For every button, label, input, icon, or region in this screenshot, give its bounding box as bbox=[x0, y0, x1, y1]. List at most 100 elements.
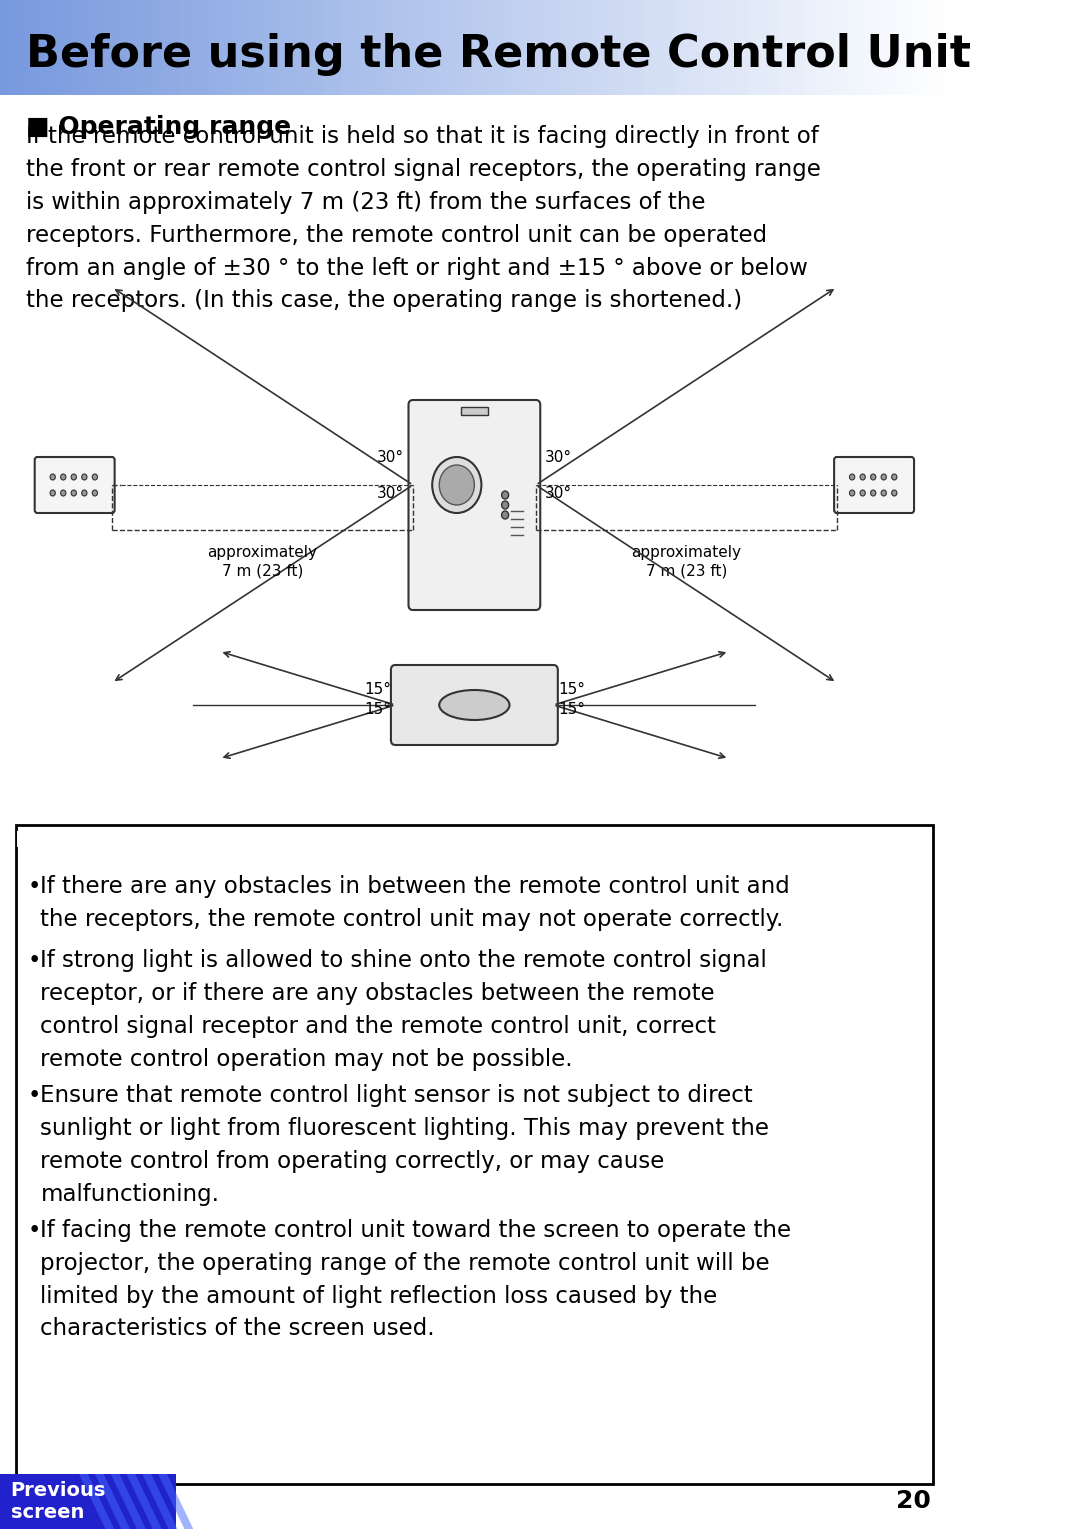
Circle shape bbox=[501, 491, 509, 498]
Bar bbox=[902, 0, 910, 95]
Bar bbox=[522, 0, 531, 95]
Text: Before using the Remote Control Unit: Before using the Remote Control Unit bbox=[26, 34, 971, 76]
Bar bbox=[218, 0, 228, 95]
Circle shape bbox=[501, 511, 509, 518]
Bar bbox=[95, 0, 105, 95]
Bar bbox=[569, 0, 579, 95]
Bar bbox=[882, 0, 892, 95]
Text: 15°: 15° bbox=[364, 682, 391, 697]
Circle shape bbox=[92, 489, 97, 495]
Bar bbox=[930, 0, 940, 95]
Text: •: • bbox=[28, 1219, 41, 1242]
Bar bbox=[361, 0, 370, 95]
Circle shape bbox=[850, 474, 854, 480]
Bar bbox=[845, 0, 854, 95]
Bar bbox=[778, 0, 787, 95]
Circle shape bbox=[60, 489, 66, 495]
Bar bbox=[16, 826, 73, 856]
Circle shape bbox=[892, 474, 896, 480]
Circle shape bbox=[440, 465, 474, 505]
Bar bbox=[910, 0, 920, 95]
Text: ■ Operating range: ■ Operating range bbox=[26, 115, 292, 139]
Bar bbox=[940, 0, 948, 95]
Bar bbox=[484, 0, 494, 95]
Circle shape bbox=[71, 474, 77, 480]
Bar bbox=[541, 0, 551, 95]
Bar bbox=[379, 0, 389, 95]
Bar bbox=[171, 0, 180, 95]
FancyBboxPatch shape bbox=[35, 457, 114, 514]
Bar bbox=[531, 0, 541, 95]
Bar bbox=[597, 0, 607, 95]
Bar bbox=[10, 0, 19, 95]
Bar bbox=[797, 0, 807, 95]
Bar bbox=[76, 0, 85, 95]
Text: Ensure that remote control light sensor is not subject to direct
sunlight or lig: Ensure that remote control light sensor … bbox=[40, 1084, 769, 1206]
Bar bbox=[607, 0, 617, 95]
Bar bbox=[152, 0, 161, 95]
Bar bbox=[503, 0, 512, 95]
Bar bbox=[750, 0, 759, 95]
Circle shape bbox=[860, 489, 865, 495]
Text: 30°: 30° bbox=[544, 486, 571, 500]
Bar bbox=[66, 0, 76, 95]
Circle shape bbox=[870, 489, 876, 495]
Bar bbox=[807, 0, 815, 95]
Bar bbox=[617, 0, 626, 95]
Text: approximately: approximately bbox=[207, 544, 318, 560]
Circle shape bbox=[432, 457, 482, 514]
Polygon shape bbox=[110, 1474, 146, 1529]
Polygon shape bbox=[126, 1474, 162, 1529]
Bar bbox=[351, 0, 361, 95]
Bar bbox=[427, 0, 436, 95]
Bar bbox=[674, 0, 684, 95]
Bar bbox=[180, 0, 190, 95]
Bar bbox=[654, 0, 664, 95]
Bar bbox=[16, 826, 933, 1485]
Bar bbox=[920, 0, 930, 95]
Circle shape bbox=[501, 502, 509, 509]
Text: 7 m (23 ft): 7 m (23 ft) bbox=[646, 563, 727, 578]
Text: 15°: 15° bbox=[364, 702, 391, 717]
Text: •: • bbox=[28, 875, 41, 898]
Circle shape bbox=[50, 489, 55, 495]
Bar bbox=[303, 0, 313, 95]
Bar bbox=[769, 0, 778, 95]
Bar bbox=[19, 0, 28, 95]
Bar bbox=[692, 0, 702, 95]
Bar bbox=[825, 0, 835, 95]
Bar bbox=[323, 0, 332, 95]
Bar bbox=[113, 0, 123, 95]
Bar bbox=[626, 0, 636, 95]
Bar bbox=[579, 0, 589, 95]
Text: If the remote control unit is held so that it is facing directly in front of
the: If the remote control unit is held so th… bbox=[26, 125, 821, 312]
Bar bbox=[285, 0, 294, 95]
Polygon shape bbox=[95, 1474, 130, 1529]
Circle shape bbox=[50, 474, 55, 480]
Bar bbox=[256, 0, 266, 95]
Bar bbox=[863, 0, 873, 95]
Polygon shape bbox=[79, 1474, 114, 1529]
Bar bbox=[835, 0, 845, 95]
Text: 15°: 15° bbox=[558, 682, 585, 697]
Circle shape bbox=[71, 489, 77, 495]
Text: Previous
screen: Previous screen bbox=[11, 1482, 106, 1521]
Bar bbox=[446, 0, 456, 95]
Text: If there are any obstacles in between the remote control unit and
the receptors,: If there are any obstacles in between th… bbox=[40, 875, 791, 931]
Bar bbox=[332, 0, 341, 95]
Circle shape bbox=[881, 489, 887, 495]
Bar bbox=[199, 0, 208, 95]
Circle shape bbox=[850, 489, 854, 495]
Bar bbox=[85, 0, 95, 95]
Text: 20: 20 bbox=[896, 1489, 931, 1514]
Bar bbox=[238, 0, 246, 95]
Bar bbox=[730, 0, 740, 95]
FancyBboxPatch shape bbox=[834, 457, 914, 514]
Text: Note: Note bbox=[15, 830, 75, 852]
Bar bbox=[551, 0, 559, 95]
Bar bbox=[684, 0, 692, 95]
Bar bbox=[275, 0, 285, 95]
Circle shape bbox=[60, 474, 66, 480]
Bar bbox=[636, 0, 645, 95]
Circle shape bbox=[870, 474, 876, 480]
